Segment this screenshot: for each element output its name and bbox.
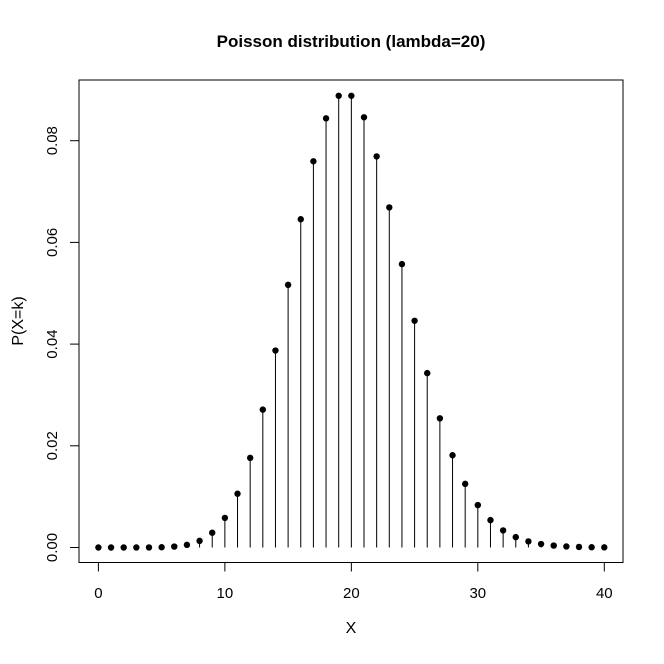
y-tick-label: 0.06 [44,228,61,257]
data-point [95,544,102,551]
data-point [474,501,482,509]
data-point [183,541,191,549]
data-point [525,538,532,545]
data-point [411,317,418,324]
data-point [196,537,203,545]
data-point [348,92,355,99]
data-point [386,204,393,211]
data-point [158,544,165,551]
data-point [120,544,127,551]
data-point [221,514,229,522]
x-tick-label: 0 [94,585,102,602]
data-point [209,529,216,536]
data-point [107,544,115,551]
data-point [297,216,304,223]
x-axis: 0 10 20 30 40 [94,562,613,602]
y-axis-label: P(X=k) [10,296,27,345]
data-point [461,480,469,488]
data-point [550,542,557,549]
data-point [284,281,292,289]
data-point [512,533,519,541]
x-tick-label: 10 [217,585,234,602]
points-group [95,92,608,551]
y-tick-label: 0.02 [44,431,61,460]
data-point [601,544,608,551]
data-point [487,516,494,524]
data-point [360,114,368,121]
y-tick-label: 0.00 [44,533,61,562]
chart-title: Poisson distribution (lambda=20) [217,32,486,51]
data-point [145,544,153,551]
data-point [436,415,444,422]
data-point [424,369,431,377]
data-point [310,158,317,165]
data-point [499,527,507,534]
data-point [563,543,570,550]
x-tick-label: 30 [469,585,486,602]
data-point [537,540,545,548]
data-point [449,452,456,459]
x-tick-label: 40 [596,585,613,602]
x-axis-label: X [346,620,357,637]
y-tick-label: 0.08 [44,126,61,155]
data-point [373,153,380,160]
y-tick-label: 0.04 [44,329,61,358]
data-point [259,406,267,413]
data-point [588,544,595,551]
x-tick-label: 20 [343,585,360,602]
data-point [272,347,279,354]
data-point [133,544,140,551]
data-point [234,490,241,497]
data-point [335,92,342,99]
data-point [575,543,583,551]
data-point [246,454,254,462]
y-axis: 0.00 0.02 0.04 0.06 0.08 [44,126,79,562]
data-point [322,115,330,122]
data-point [171,543,178,550]
data-point [398,260,406,268]
stems-group [110,95,605,548]
